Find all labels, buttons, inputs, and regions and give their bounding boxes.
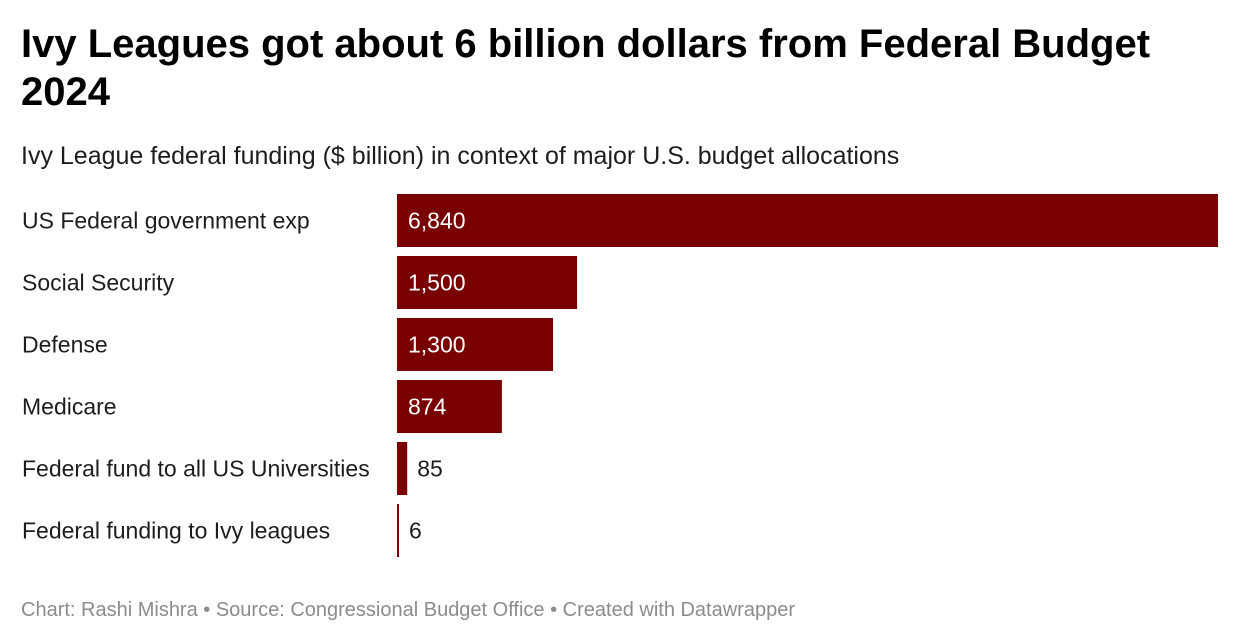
chart-subtitle: Ivy League federal funding ($ billion) i… <box>21 142 900 170</box>
category-label: Medicare <box>22 394 117 420</box>
chart-title: Ivy Leagues got about 6 billion dollars … <box>21 22 1151 114</box>
bar <box>397 504 399 557</box>
bar <box>397 318 554 371</box>
bar <box>397 256 578 309</box>
value-label: 1,300 <box>408 332 466 358</box>
value-label: 85 <box>417 456 443 482</box>
bar <box>397 442 408 495</box>
value-label: 1,500 <box>408 270 466 296</box>
value-label: 6,840 <box>408 208 466 234</box>
chart-footer: Chart: Rashi Mishra • Source: Congressio… <box>21 599 795 621</box>
category-label: US Federal government exp <box>22 208 310 234</box>
bar <box>397 194 1218 247</box>
bar <box>397 380 502 433</box>
category-label: Social Security <box>22 270 175 296</box>
value-label: 6 <box>409 518 422 544</box>
category-label: Federal fund to all US Universities <box>22 456 370 482</box>
category-label: Defense <box>22 332 108 358</box>
category-label: Federal funding to Ivy leagues <box>22 518 330 544</box>
value-label: 874 <box>408 394 447 420</box>
